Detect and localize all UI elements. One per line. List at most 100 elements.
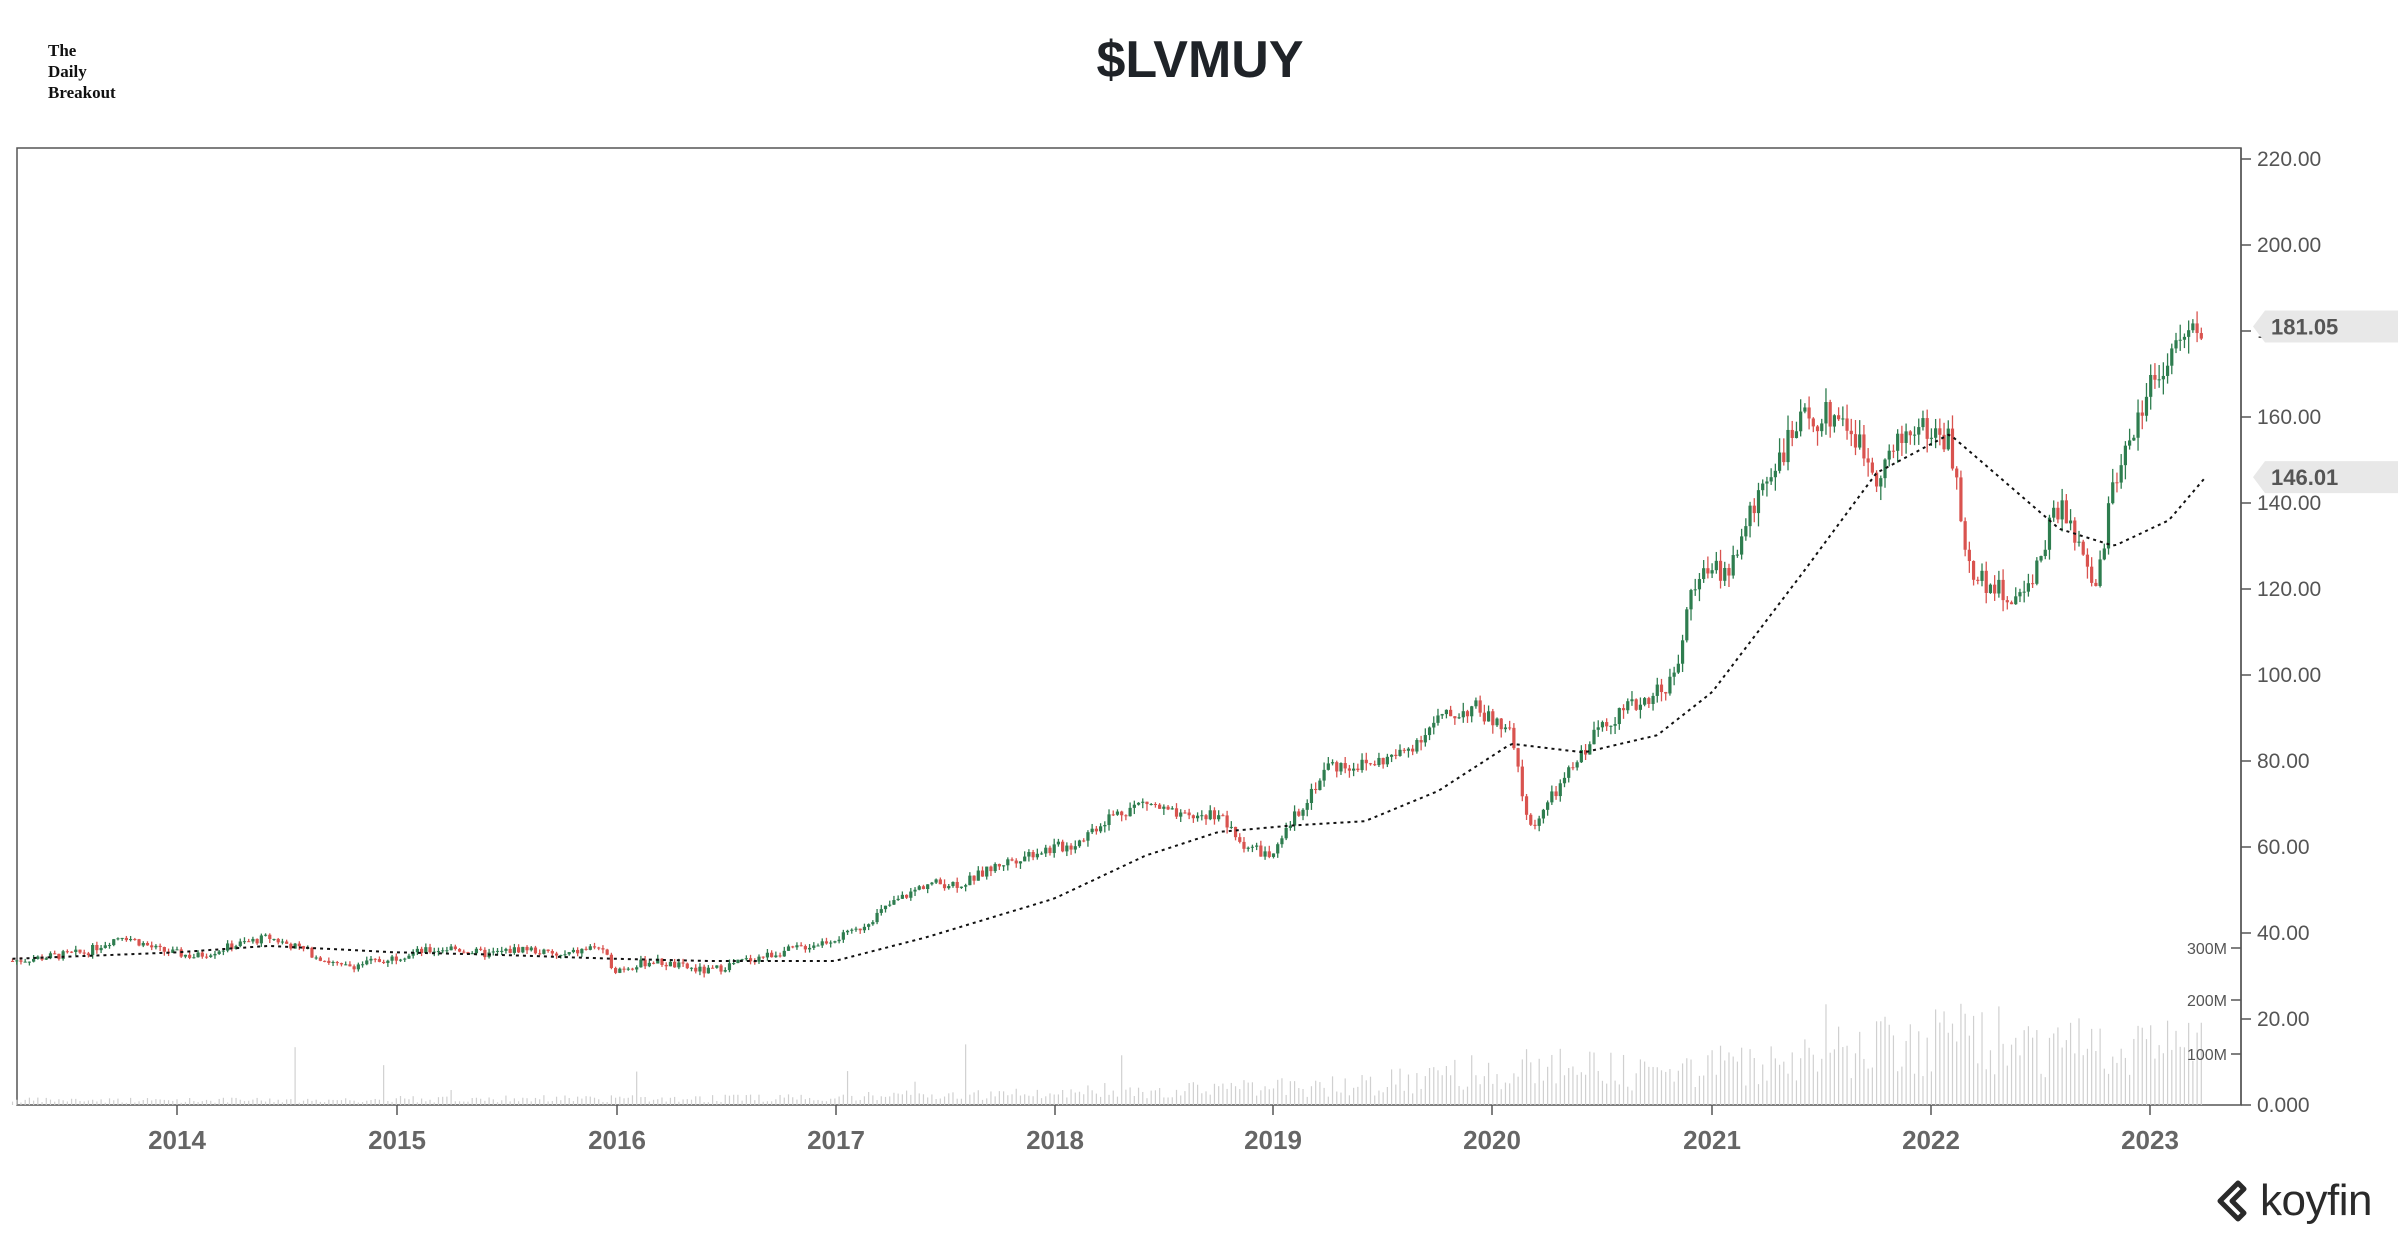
candle-body: [1423, 735, 1427, 743]
candle-body: [985, 866, 989, 877]
candle-body: [1098, 826, 1103, 832]
candle-body: [150, 945, 154, 948]
candle-body: [517, 947, 521, 953]
candle-body: [112, 939, 116, 946]
candle-body: [116, 938, 120, 940]
candle-body: [209, 955, 213, 957]
candle-body: [719, 965, 723, 972]
candle-body: [968, 875, 972, 886]
candle-body: [1225, 815, 1229, 828]
candle-body: [1149, 804, 1153, 806]
candle-body: [411, 952, 415, 956]
candle-body: [2014, 596, 2018, 605]
candle-body: [2005, 600, 2009, 603]
candle-body: [685, 963, 689, 969]
candle-body: [529, 947, 533, 951]
candle-body: [875, 912, 879, 923]
candle-body: [238, 941, 242, 947]
candle-body: [1195, 815, 1200, 819]
candle-body: [567, 952, 571, 955]
candle-body: [1921, 418, 1925, 428]
plot-frame: [16, 147, 2242, 1106]
koyfin-mark-icon: [2217, 1180, 2247, 1222]
candle-body: [23, 961, 27, 963]
candle-body: [1132, 804, 1136, 808]
candle-body: [386, 960, 390, 964]
candle-body: [171, 949, 175, 953]
y-tick-label: 60.00: [2257, 836, 2310, 859]
candle-body: [993, 863, 997, 872]
candle-body: [1158, 804, 1162, 809]
candle-body: [158, 945, 162, 948]
candle-body: [314, 957, 318, 959]
candle-body: [795, 945, 799, 948]
candle-body: [1077, 840, 1082, 847]
candle-body: [651, 962, 656, 964]
candle-body: [1971, 561, 1976, 580]
candle-body: [2149, 374, 2153, 397]
candle-body: [141, 943, 145, 946]
candle-body: [1853, 434, 1858, 448]
candle-body: [926, 884, 930, 890]
candle-body: [2047, 517, 2052, 550]
candle-body: [1980, 570, 1984, 581]
candle-body: [1385, 756, 1389, 765]
candle-body: [1221, 815, 1225, 817]
candle-body: [1111, 814, 1115, 816]
candle-body: [2077, 541, 2081, 543]
brand-line-3: Breakout: [48, 83, 116, 102]
candle-body: [1368, 763, 1373, 765]
candle-body: [255, 938, 259, 944]
candle-body: [1946, 428, 1950, 450]
x-tick-label: 2018: [1026, 1125, 1084, 1155]
candle-body: [871, 922, 875, 925]
candle-body: [120, 937, 124, 939]
candle-body: [689, 967, 694, 969]
candle-body: [854, 928, 858, 930]
candle-body: [293, 943, 297, 949]
candle-body: [1630, 699, 1634, 702]
candle-body: [888, 904, 892, 906]
candle-body: [1267, 851, 1271, 857]
candle-body: [1495, 718, 1499, 726]
candle-body: [424, 947, 428, 953]
candle-body: [1200, 815, 1204, 817]
candle-body: [2106, 503, 2111, 549]
candle-body: [748, 958, 753, 962]
candle-body: [1963, 521, 1967, 550]
candle-body: [504, 948, 508, 951]
candle-body: [369, 958, 373, 961]
candle-body: [1664, 692, 1668, 694]
candle-body: [1756, 490, 1761, 514]
candle-body: [972, 875, 976, 881]
candle-body: [500, 950, 504, 952]
candle-body: [495, 950, 500, 952]
candle-body: [2068, 520, 2073, 524]
candle-body: [32, 958, 36, 962]
candle-body: [420, 948, 424, 953]
candle-body: [318, 957, 322, 961]
candle-body: [757, 956, 761, 962]
candle-body: [917, 886, 921, 890]
y-tick-label: 20.00: [2257, 1008, 2310, 1031]
candle-body: [289, 943, 293, 949]
candle-body: [1453, 716, 1457, 719]
candle-body: [436, 951, 441, 953]
candle-body: [251, 938, 255, 942]
chart-title: $LVMUY: [1096, 31, 1304, 89]
candle-body: [61, 951, 65, 959]
candle-body: [706, 967, 710, 974]
candle-body: [2039, 556, 2043, 561]
candle-body: [2128, 440, 2132, 446]
x-axis: 2014 2015 2016 2017 2018 2019 2020 2021 2022 2023: [148, 1105, 2179, 1155]
candle-body: [1950, 428, 1955, 469]
x-tick-label: 2014: [148, 1125, 206, 1155]
candle-body: [1044, 847, 1048, 854]
candle-body: [2094, 582, 2098, 586]
candle-body: [1900, 433, 1904, 443]
candle-body: [1740, 536, 1744, 555]
candle-body: [2022, 591, 2026, 593]
candle-body: [1697, 579, 1702, 590]
x-tick-label: 2021: [1683, 1125, 1741, 1155]
